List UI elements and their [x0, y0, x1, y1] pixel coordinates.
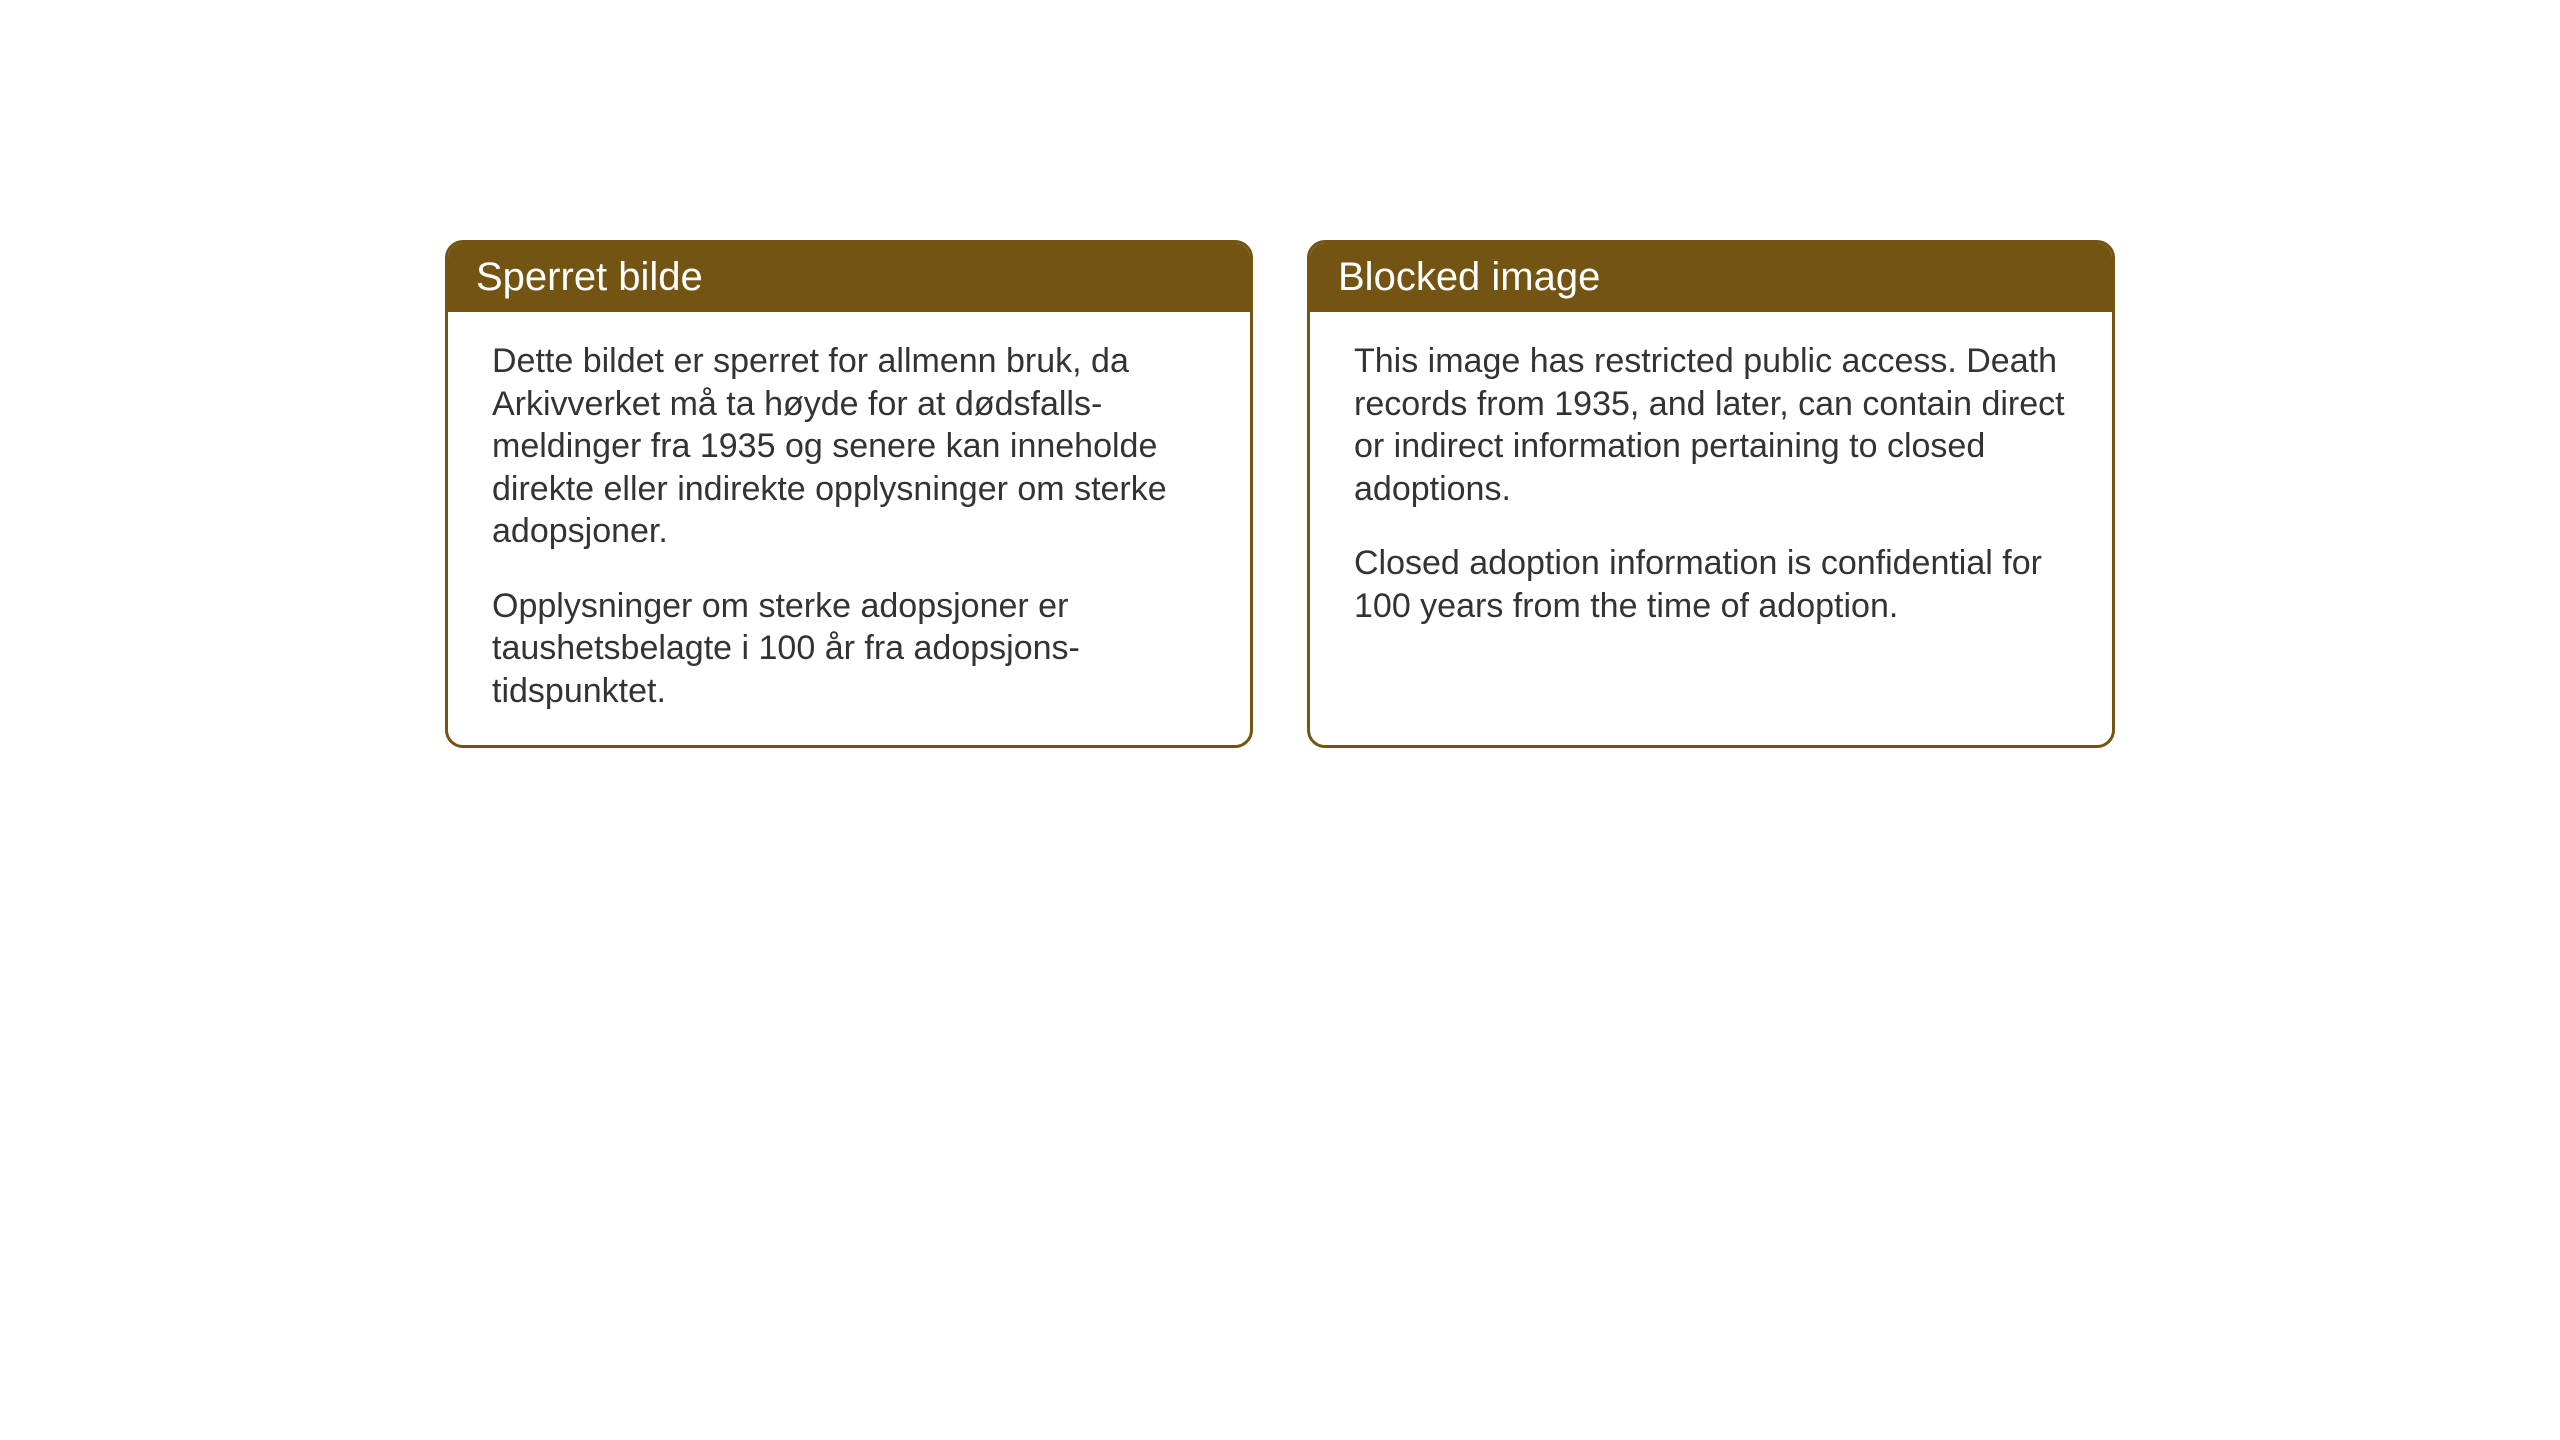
card-body-norwegian: Dette bildet er sperret for allmenn bruk…: [448, 312, 1250, 740]
card-header-english: Blocked image: [1310, 243, 2112, 312]
card-paragraph-2-norwegian: Opplysninger om sterke adopsjoner er tau…: [492, 585, 1206, 713]
card-paragraph-2-english: Closed adoption information is confident…: [1354, 542, 2068, 627]
card-paragraph-1-norwegian: Dette bildet er sperret for allmenn bruk…: [492, 340, 1206, 553]
card-title-english: Blocked image: [1338, 255, 1600, 299]
card-title-norwegian: Sperret bilde: [476, 255, 703, 299]
card-english: Blocked image This image has restricted …: [1307, 240, 2115, 748]
card-body-english: This image has restricted public access.…: [1310, 312, 2112, 655]
card-header-norwegian: Sperret bilde: [448, 243, 1250, 312]
card-paragraph-1-english: This image has restricted public access.…: [1354, 340, 2068, 510]
card-norwegian: Sperret bilde Dette bildet er sperret fo…: [445, 240, 1253, 748]
cards-container: Sperret bilde Dette bildet er sperret fo…: [0, 0, 2560, 748]
